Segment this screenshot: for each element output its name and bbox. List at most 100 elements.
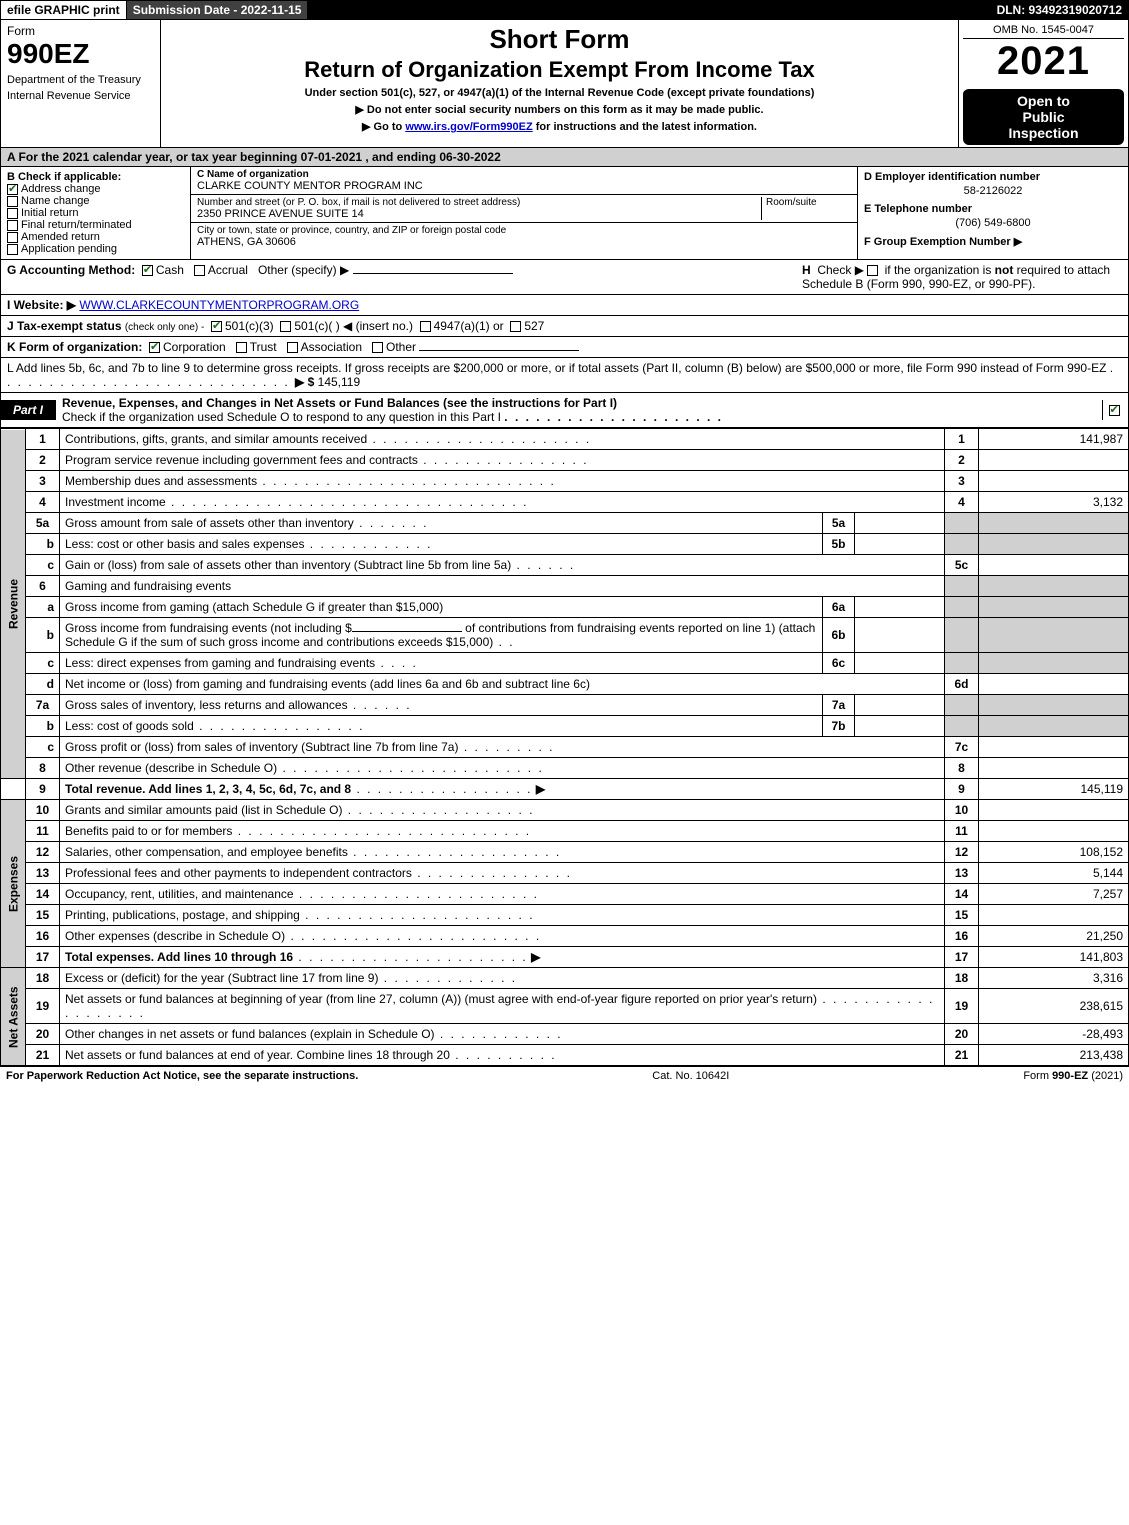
ref-10: 10 [945, 800, 979, 821]
f-group-label: F Group Exemption Number ▶ [864, 235, 1122, 248]
amt-6d [979, 674, 1129, 695]
amt-21: 213,438 [979, 1045, 1129, 1066]
submission-date-label: Submission Date - 2022-11-15 [127, 1, 309, 19]
e-phone-value: (706) 549-6800 [864, 217, 1122, 229]
h-not: not [995, 263, 1014, 277]
n-10: 10 [26, 800, 60, 821]
chk-trust[interactable] [236, 342, 247, 353]
part-i-subtitle: Check if the organization used Schedule … [62, 410, 501, 424]
row-12: 12 Salaries, other compensation, and emp… [1, 842, 1129, 863]
lbl-corporation: Corporation [163, 340, 226, 354]
n-7c: c [26, 737, 60, 758]
topbar-spacer [308, 1, 990, 19]
t-7a: Gross sales of inventory, less returns a… [60, 695, 823, 716]
chk-amended-return[interactable] [7, 232, 18, 243]
row-6a: a Gross income from gaming (attach Sched… [1, 597, 1129, 618]
t-5c: Gain or (loss) from sale of assets other… [60, 555, 945, 576]
t-6b: Gross income from fundraising events (no… [60, 618, 823, 653]
n-1: 1 [26, 429, 60, 450]
n-6b: b [26, 618, 60, 653]
ref-12: 12 [945, 842, 979, 863]
part-i-checkbox-cell [1102, 400, 1128, 420]
mid-6c: 6c [823, 653, 855, 674]
row-10: Expenses 10 Grants and similar amounts p… [1, 800, 1129, 821]
n-9: 9 [26, 779, 60, 800]
t-6c: Less: direct expenses from gaming and fu… [60, 653, 823, 674]
row-15: 15 Printing, publications, postage, and … [1, 905, 1129, 926]
mid-7a: 7a [823, 695, 855, 716]
n-17: 17 [26, 947, 60, 968]
t-11: Benefits paid to or for members . . . . … [60, 821, 945, 842]
chk-app-pending[interactable] [7, 244, 18, 255]
ref-3: 3 [945, 471, 979, 492]
amt-20: -28,493 [979, 1024, 1129, 1045]
j-sub: (check only one) - [125, 322, 204, 333]
mid-6a: 6a [823, 597, 855, 618]
goto-line: ▶ Go to www.irs.gov/Form990EZ for instru… [167, 120, 952, 133]
ref-17: 17 [945, 947, 979, 968]
row-2: 2 Program service revenue including gove… [1, 450, 1129, 471]
amt-6a-grey [979, 597, 1129, 618]
chk-final-return[interactable] [7, 220, 18, 231]
chk-address-change[interactable] [7, 184, 18, 195]
n-3: 3 [26, 471, 60, 492]
chk-name-change[interactable] [7, 196, 18, 207]
amt-7a-grey [979, 695, 1129, 716]
row-8: 8 Other revenue (describe in Schedule O)… [1, 758, 1129, 779]
amt-17: 141,803 [979, 947, 1129, 968]
row-6c: c Less: direct expenses from gaming and … [1, 653, 1129, 674]
t-5b: Less: cost or other basis and sales expe… [60, 534, 823, 555]
chk-schedule-o-part-i[interactable] [1109, 405, 1120, 416]
section-b: B Check if applicable: Address change Na… [1, 167, 191, 259]
ref-13: 13 [945, 863, 979, 884]
section-i: I Website: ▶ WWW.CLARKECOUNTYMENTORPROGR… [0, 295, 1129, 316]
chk-4947[interactable] [420, 321, 431, 332]
mid-7b: 7b [823, 716, 855, 737]
lbl-501c-other: 501(c)( ) ◀ (insert no.) [294, 319, 413, 333]
lbl-4947: 4947(a)(1) or [434, 319, 504, 333]
chk-corporation[interactable] [149, 342, 160, 353]
t-14: Occupancy, rent, utilities, and maintena… [60, 884, 945, 905]
n-4: 4 [26, 492, 60, 513]
section-l: L Add lines 5b, 6c, and 7b to line 9 to … [0, 358, 1129, 393]
n-19: 19 [26, 989, 60, 1024]
amt-5a-grey [979, 513, 1129, 534]
no-ssn-warning: ▶ Do not enter social security numbers o… [167, 103, 952, 116]
t-5a: Gross amount from sale of assets other t… [60, 513, 823, 534]
section-k: K Form of organization: Corporation Trus… [0, 337, 1129, 358]
chk-accrual[interactable] [194, 265, 205, 276]
t-13: Professional fees and other payments to … [60, 863, 945, 884]
part-i-table: Revenue 1 Contributions, gifts, grants, … [0, 428, 1129, 1066]
ref-18: 18 [945, 968, 979, 989]
top-bar: efile GRAPHIC print Submission Date - 20… [0, 0, 1129, 20]
chk-501c-other[interactable] [280, 321, 291, 332]
ref-5a-grey [945, 513, 979, 534]
row-5a: 5a Gross amount from sale of assets othe… [1, 513, 1129, 534]
efile-print-label: efile GRAPHIC print [1, 1, 127, 19]
chk-association[interactable] [287, 342, 298, 353]
ref-9: 9 [945, 779, 979, 800]
chk-527[interactable] [510, 321, 521, 332]
part-i-tab: Part I [1, 400, 56, 420]
irs-link[interactable]: www.irs.gov/Form990EZ [405, 121, 532, 133]
midamt-7b [855, 716, 945, 737]
row-21: 21 Net assets or fund balances at end of… [1, 1045, 1129, 1066]
chk-cash[interactable] [142, 265, 153, 276]
row-18: Net Assets 18 Excess or (deficit) for th… [1, 968, 1129, 989]
row-6: 6 Gaming and fundraising events [1, 576, 1129, 597]
tax-year: 2021 [963, 39, 1124, 84]
chk-other-org[interactable] [372, 342, 383, 353]
footer-right-post: (2021) [1088, 1070, 1123, 1082]
chk-not-required-schedule-b[interactable] [867, 265, 878, 276]
goto-post: for instructions and the latest informat… [533, 121, 757, 133]
n-12: 12 [26, 842, 60, 863]
t-21: Net assets or fund balances at end of ye… [60, 1045, 945, 1066]
chk-final-return-row: Final return/terminated [7, 219, 184, 231]
n-5a: 5a [26, 513, 60, 534]
chk-initial-return[interactable] [7, 208, 18, 219]
chk-501c3[interactable] [211, 321, 222, 332]
lbl-association: Association [301, 340, 362, 354]
row-7b: b Less: cost of goods sold . . . . . . .… [1, 716, 1129, 737]
midamt-6a [855, 597, 945, 618]
website-link[interactable]: WWW.CLARKECOUNTYMENTORPROGRAM.ORG [79, 298, 359, 312]
